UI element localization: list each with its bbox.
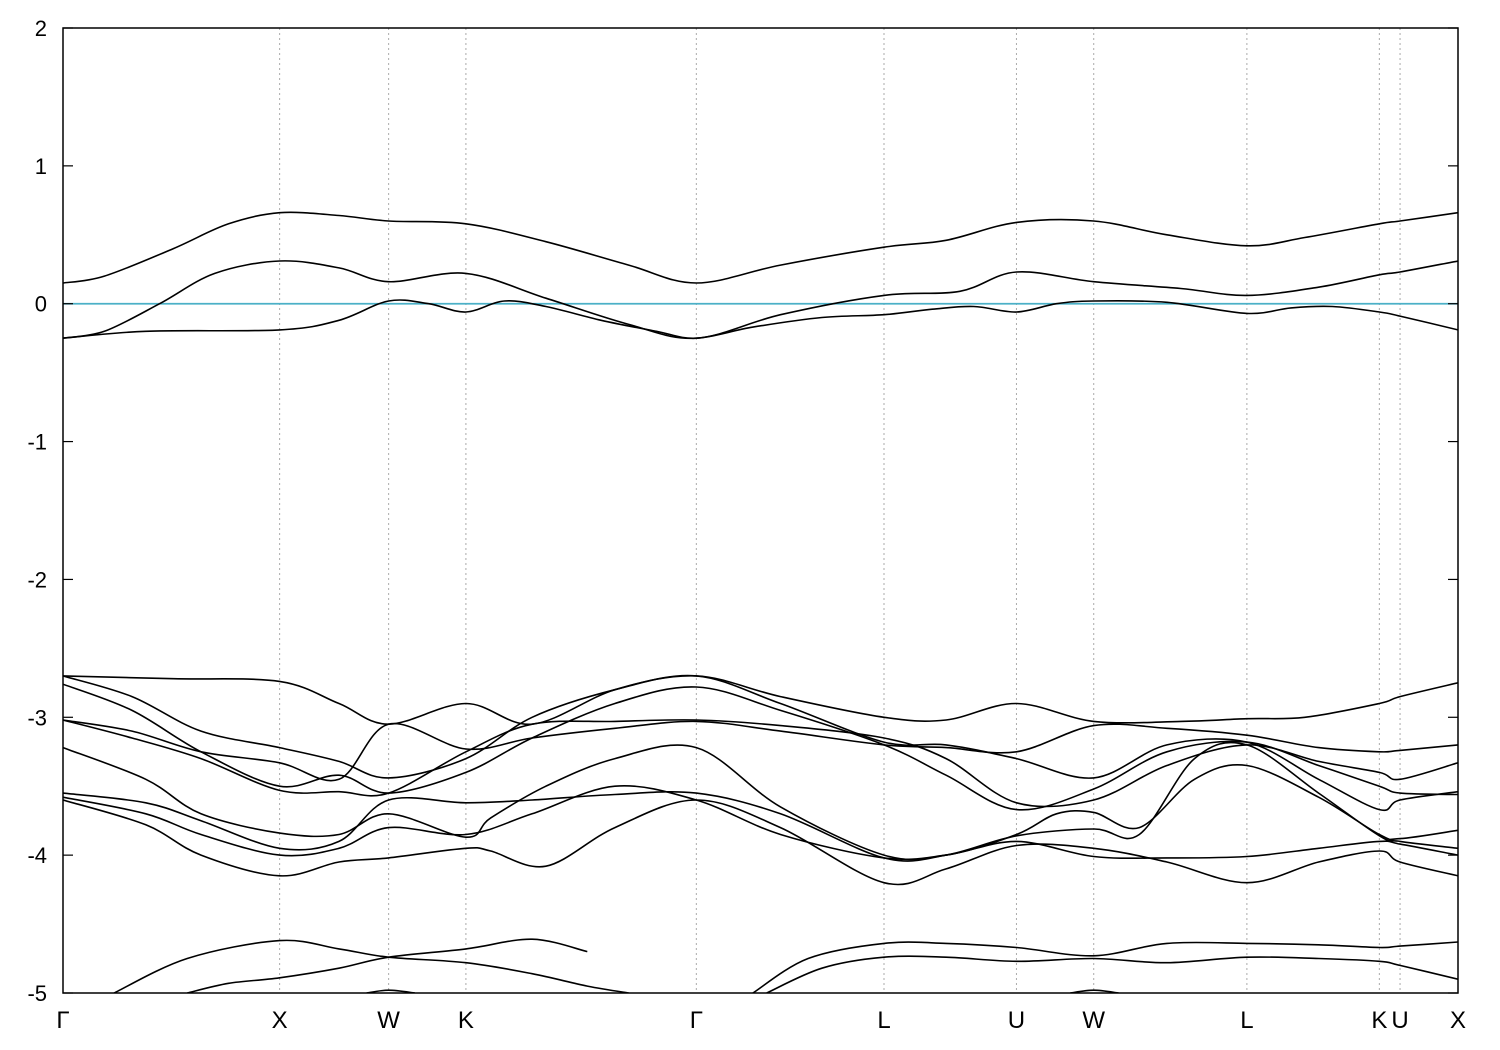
band-16 xyxy=(766,955,1458,993)
band-lines xyxy=(63,211,1458,993)
ytick-label-6: 1 xyxy=(35,154,47,179)
kpoint-label-9: K xyxy=(1371,1007,1387,1034)
ytick-label-3: -2 xyxy=(27,567,47,592)
ytick-label-7: 2 xyxy=(35,16,47,41)
y-axis-ticks: -5 -4 -3 -2 -1 0 1 2 xyxy=(27,16,1458,1006)
kpoint-label-11: X xyxy=(1450,1007,1466,1034)
ytick-label-0: -5 xyxy=(27,981,47,1006)
ytick-label-2: -3 xyxy=(27,705,47,730)
ytick-label-4: -1 xyxy=(27,430,47,455)
band-1 xyxy=(63,211,1458,284)
band-3 xyxy=(63,299,1458,340)
kpoint-label-3: K xyxy=(458,1007,474,1034)
band-2 xyxy=(63,260,1458,340)
kpoint-label-0: Γ xyxy=(56,1007,69,1034)
kpoint-label-5: L xyxy=(877,1007,890,1034)
band-6 xyxy=(63,683,1458,811)
band-13 xyxy=(113,939,629,993)
ytick-label-1: -4 xyxy=(27,843,47,868)
kpoint-label-10: U xyxy=(1391,1007,1408,1034)
band-15 xyxy=(752,941,1458,993)
band-14 xyxy=(187,938,588,993)
band-12 xyxy=(63,799,1458,886)
kpoint-label-6: U xyxy=(1008,1007,1025,1034)
band-10 xyxy=(63,741,1458,862)
high-symmetry-lines xyxy=(279,28,1401,993)
ytick-label-5: 0 xyxy=(35,292,47,317)
plot-frame xyxy=(62,27,1459,994)
band-8 xyxy=(63,719,1458,808)
band-4 xyxy=(63,675,1458,726)
band-7 xyxy=(63,719,1458,782)
kpoint-label-8: L xyxy=(1240,1007,1253,1034)
band-18 xyxy=(1070,989,1119,993)
band-17 xyxy=(366,989,415,993)
kpoint-label-7: W xyxy=(1082,1007,1105,1034)
kpoint-label-4: Γ xyxy=(690,1007,703,1034)
band-5 xyxy=(63,674,1458,812)
kpoint-label-2: W xyxy=(377,1007,400,1034)
kpoint-label-1: X xyxy=(272,1007,288,1034)
band-9 xyxy=(63,744,1458,861)
band-11 xyxy=(63,785,1458,861)
